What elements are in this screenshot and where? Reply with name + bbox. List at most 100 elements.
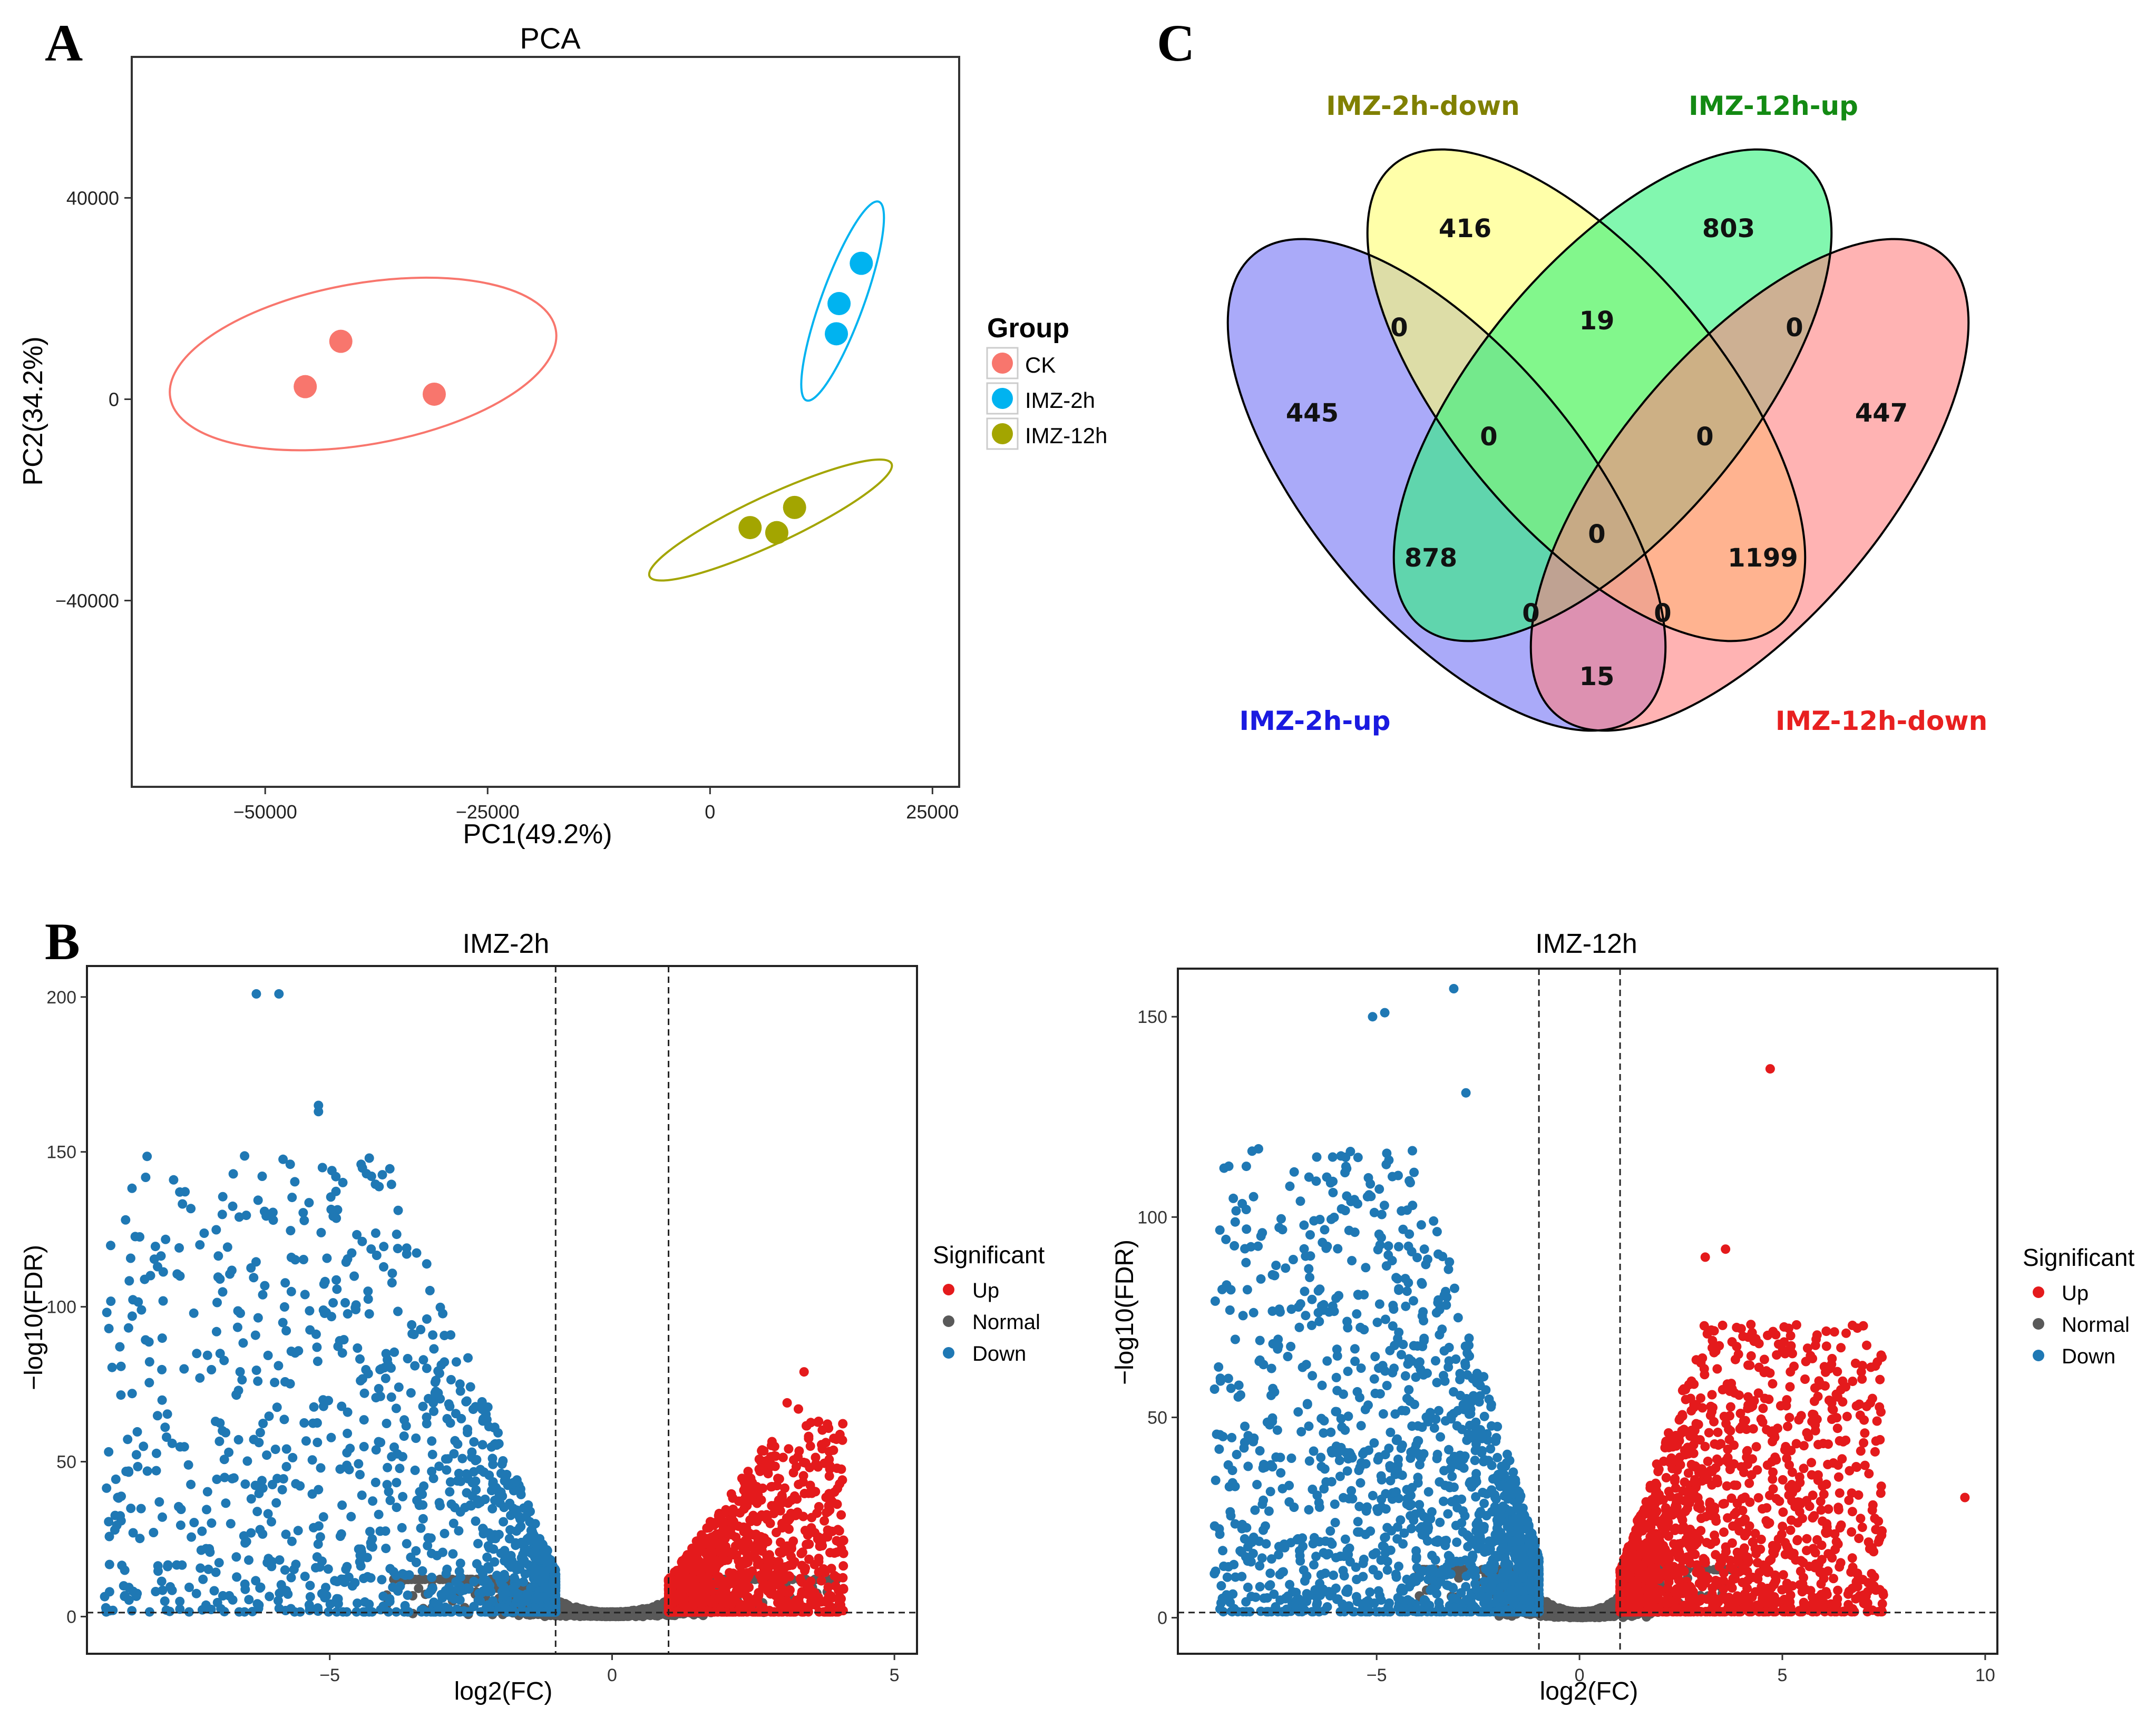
up-point bbox=[759, 1564, 769, 1574]
up-point bbox=[804, 1431, 814, 1441]
down-point bbox=[426, 1548, 436, 1558]
down-point bbox=[445, 1401, 455, 1411]
pca-ellipse-0 bbox=[169, 276, 558, 452]
volcano-2h-legend-title: Significant bbox=[933, 1241, 1045, 1269]
down-point bbox=[410, 1465, 420, 1475]
down-point bbox=[281, 1529, 291, 1539]
down-point bbox=[270, 1445, 280, 1455]
down-point bbox=[381, 1544, 391, 1554]
down-point bbox=[324, 1396, 334, 1406]
down-point bbox=[153, 1262, 162, 1272]
down-point bbox=[465, 1382, 475, 1392]
down-point bbox=[438, 1309, 448, 1319]
down-point bbox=[389, 1347, 399, 1357]
up-point bbox=[761, 1459, 771, 1469]
down-point bbox=[344, 1465, 354, 1475]
pca-x-tick-label: 0 bbox=[705, 801, 715, 823]
down-point bbox=[462, 1488, 472, 1498]
down-point bbox=[281, 1444, 291, 1454]
down-point bbox=[340, 1298, 350, 1308]
up-point bbox=[709, 1531, 719, 1541]
down-point bbox=[457, 1453, 467, 1464]
down-point bbox=[263, 1350, 273, 1360]
down-point bbox=[499, 1517, 509, 1527]
down-point bbox=[344, 1572, 354, 1582]
y-tick-label: 100 bbox=[46, 1297, 76, 1318]
down-point bbox=[278, 1318, 288, 1328]
down-point bbox=[305, 1603, 315, 1613]
down-point bbox=[536, 1592, 547, 1602]
down-point bbox=[415, 1487, 425, 1497]
down-point bbox=[236, 1308, 245, 1318]
down-point bbox=[305, 1581, 315, 1591]
y-tick-label: 0 bbox=[66, 1607, 76, 1627]
down-point bbox=[258, 1290, 268, 1300]
down-point bbox=[393, 1205, 403, 1215]
up-point bbox=[788, 1468, 798, 1478]
down-point bbox=[186, 1479, 196, 1489]
down-point bbox=[252, 1507, 262, 1517]
down-point bbox=[141, 1335, 151, 1345]
down-point bbox=[488, 1477, 498, 1487]
down-point bbox=[244, 1555, 253, 1565]
down-point bbox=[249, 1273, 259, 1283]
pca-point bbox=[783, 495, 806, 519]
up-point bbox=[838, 1561, 848, 1571]
down-point bbox=[500, 1603, 510, 1613]
up-point bbox=[826, 1564, 836, 1574]
down-point bbox=[541, 1582, 551, 1592]
down-point bbox=[104, 1447, 114, 1457]
down-point bbox=[343, 1428, 353, 1438]
down-point bbox=[418, 1355, 428, 1365]
down-point bbox=[304, 1198, 314, 1208]
down-point bbox=[186, 1204, 196, 1214]
down-point bbox=[251, 1365, 261, 1375]
up-point bbox=[810, 1528, 820, 1538]
down-point bbox=[141, 1173, 151, 1182]
up-point bbox=[690, 1547, 700, 1557]
up-point bbox=[735, 1508, 745, 1518]
legend-dot-imz-2h bbox=[992, 388, 1013, 409]
up-point bbox=[833, 1525, 843, 1535]
volcano-2h-legend-up: Up bbox=[972, 1279, 999, 1302]
down-point bbox=[477, 1397, 487, 1407]
down-point bbox=[487, 1504, 497, 1514]
down-point bbox=[175, 1596, 185, 1606]
venn-count-2h-up-only: 445 bbox=[1286, 398, 1339, 428]
down-point bbox=[191, 1588, 201, 1598]
down-point bbox=[448, 1518, 458, 1528]
down-point bbox=[498, 1456, 508, 1466]
pca-point bbox=[738, 516, 762, 540]
down-point bbox=[240, 1579, 250, 1589]
down-point bbox=[473, 1539, 483, 1548]
up-point bbox=[767, 1437, 777, 1447]
pca-point bbox=[329, 329, 353, 353]
venn-count-2h-up-2h-down-12h-up: 0 bbox=[1480, 422, 1497, 452]
down-point bbox=[246, 1494, 256, 1504]
up-point bbox=[746, 1474, 756, 1484]
up-point bbox=[779, 1542, 789, 1552]
down-point bbox=[154, 1497, 164, 1507]
down-point bbox=[422, 1314, 432, 1324]
down-point bbox=[169, 1175, 179, 1185]
normal-point bbox=[574, 1610, 584, 1620]
up-point bbox=[714, 1572, 724, 1582]
down-point bbox=[331, 1186, 341, 1196]
up-point bbox=[734, 1538, 744, 1548]
pca-point bbox=[825, 322, 848, 346]
down-point bbox=[135, 1534, 145, 1544]
down-point bbox=[402, 1243, 412, 1253]
down-point bbox=[257, 1172, 267, 1181]
down-point bbox=[455, 1379, 465, 1389]
down-point bbox=[349, 1271, 359, 1281]
up-point bbox=[707, 1595, 717, 1605]
down-point bbox=[267, 1557, 277, 1567]
down-point bbox=[467, 1447, 477, 1457]
down-point bbox=[160, 1422, 170, 1432]
down-point bbox=[441, 1606, 450, 1616]
up-point bbox=[770, 1461, 780, 1471]
down-point bbox=[152, 1411, 162, 1421]
down-point bbox=[202, 1350, 212, 1360]
